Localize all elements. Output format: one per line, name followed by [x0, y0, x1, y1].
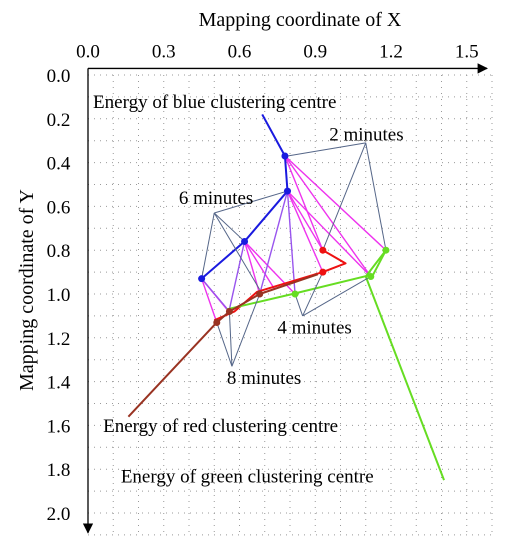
y-tick-label: 1.0: [47, 285, 71, 306]
grid: [87, 74, 493, 536]
annotation-pointer: [302, 276, 372, 317]
x-axis-title: Mapping coordinate of X: [199, 9, 402, 31]
annotation-pointer: [214, 190, 288, 214]
brown-centre-point: [256, 290, 264, 298]
magenta-connection: [284, 155, 372, 277]
annotation-pointer: [228, 311, 233, 367]
y-tick-label: 1.4: [47, 373, 71, 394]
blue-centre-point: [241, 237, 249, 245]
violet-connection: [259, 190, 289, 295]
clustering-centre-markers: [198, 152, 390, 326]
green-centre-point: [367, 272, 375, 280]
green-centre-point: [382, 246, 390, 254]
y-tick-label: 2.0: [47, 504, 71, 525]
annotation-pointers: [201, 142, 387, 367]
red-centre-point: [319, 246, 327, 254]
y-tick-label: 0.2: [47, 110, 71, 131]
magenta-connection: [243, 241, 276, 290]
annotation-label: Energy of green clustering centre: [121, 466, 374, 487]
x-tick-label: 1.2: [379, 41, 403, 62]
annotation-label: 6 minutes: [179, 188, 253, 209]
brown-centre-point: [213, 318, 221, 326]
annotation-label: Energy of blue clustering centre: [93, 92, 336, 113]
violet-connection: [286, 191, 296, 295]
annotation-pointer: [201, 212, 215, 279]
blue-centre-point: [198, 275, 206, 283]
blue-centre-point: [283, 187, 291, 195]
magenta-connection: [284, 155, 387, 251]
annotation-pointer: [287, 142, 366, 157]
annotation-pointer: [213, 212, 261, 290]
annotation-pointer: [322, 142, 367, 251]
annotation-pointer: [294, 293, 304, 317]
x-tick-label: 0.3: [152, 41, 176, 62]
green-trajectory: [226, 249, 445, 481]
annotation-label: Energy of red clustering centre: [103, 416, 338, 437]
violet-connection: [201, 278, 230, 312]
magenta-connection: [286, 190, 324, 273]
y-tick-label: 0.6: [47, 197, 71, 218]
y-tick-label: 1.6: [47, 416, 71, 437]
y-tick-label: 0.0: [47, 66, 71, 87]
y-tick-label: 0.4: [47, 154, 71, 175]
annotation-pointer: [213, 212, 245, 242]
annotation-label: 4 minutes: [277, 317, 351, 338]
x-tick-label: 0.6: [228, 41, 252, 62]
red-centre-point: [319, 268, 327, 276]
brown-centre-point: [225, 308, 233, 316]
x-tick-labels: 0.0 0.3 0.6 0.9 1.2 1.5: [76, 41, 479, 62]
annotation-label: 8 minutes: [227, 368, 301, 389]
annotation-pointer: [231, 293, 261, 367]
x-tick-label: 1.5: [455, 41, 479, 62]
axes: [82, 63, 488, 534]
y-axis-title: Mapping coordinate of Y: [16, 189, 38, 391]
blue-centre-point: [281, 152, 289, 160]
annotation-label: 2 minutes: [329, 125, 403, 146]
annotation-pointer: [302, 271, 324, 317]
y-tick-label: 1.8: [47, 460, 71, 481]
y-tick-label: 0.8: [47, 241, 71, 262]
annotation-pointer: [216, 322, 233, 367]
magenta-connection: [286, 190, 324, 251]
green-centre-point: [291, 290, 299, 298]
y-tick-labels: 0.0 0.2 0.4 0.6 0.8 1.0 1.2 1.4 1.6 1.8 2.0: [47, 66, 71, 525]
magenta-connection: [200, 278, 218, 323]
annotation-pointer: [365, 142, 387, 251]
y-tick-label: 1.2: [47, 329, 71, 350]
violet-connection: [228, 241, 246, 310]
magenta-connection: [284, 155, 324, 251]
x-tick-label: 0.0: [76, 41, 100, 62]
annotations: Energy of blue clustering centre 2 minute…: [93, 92, 404, 487]
x-tick-label: 0.9: [303, 41, 327, 62]
